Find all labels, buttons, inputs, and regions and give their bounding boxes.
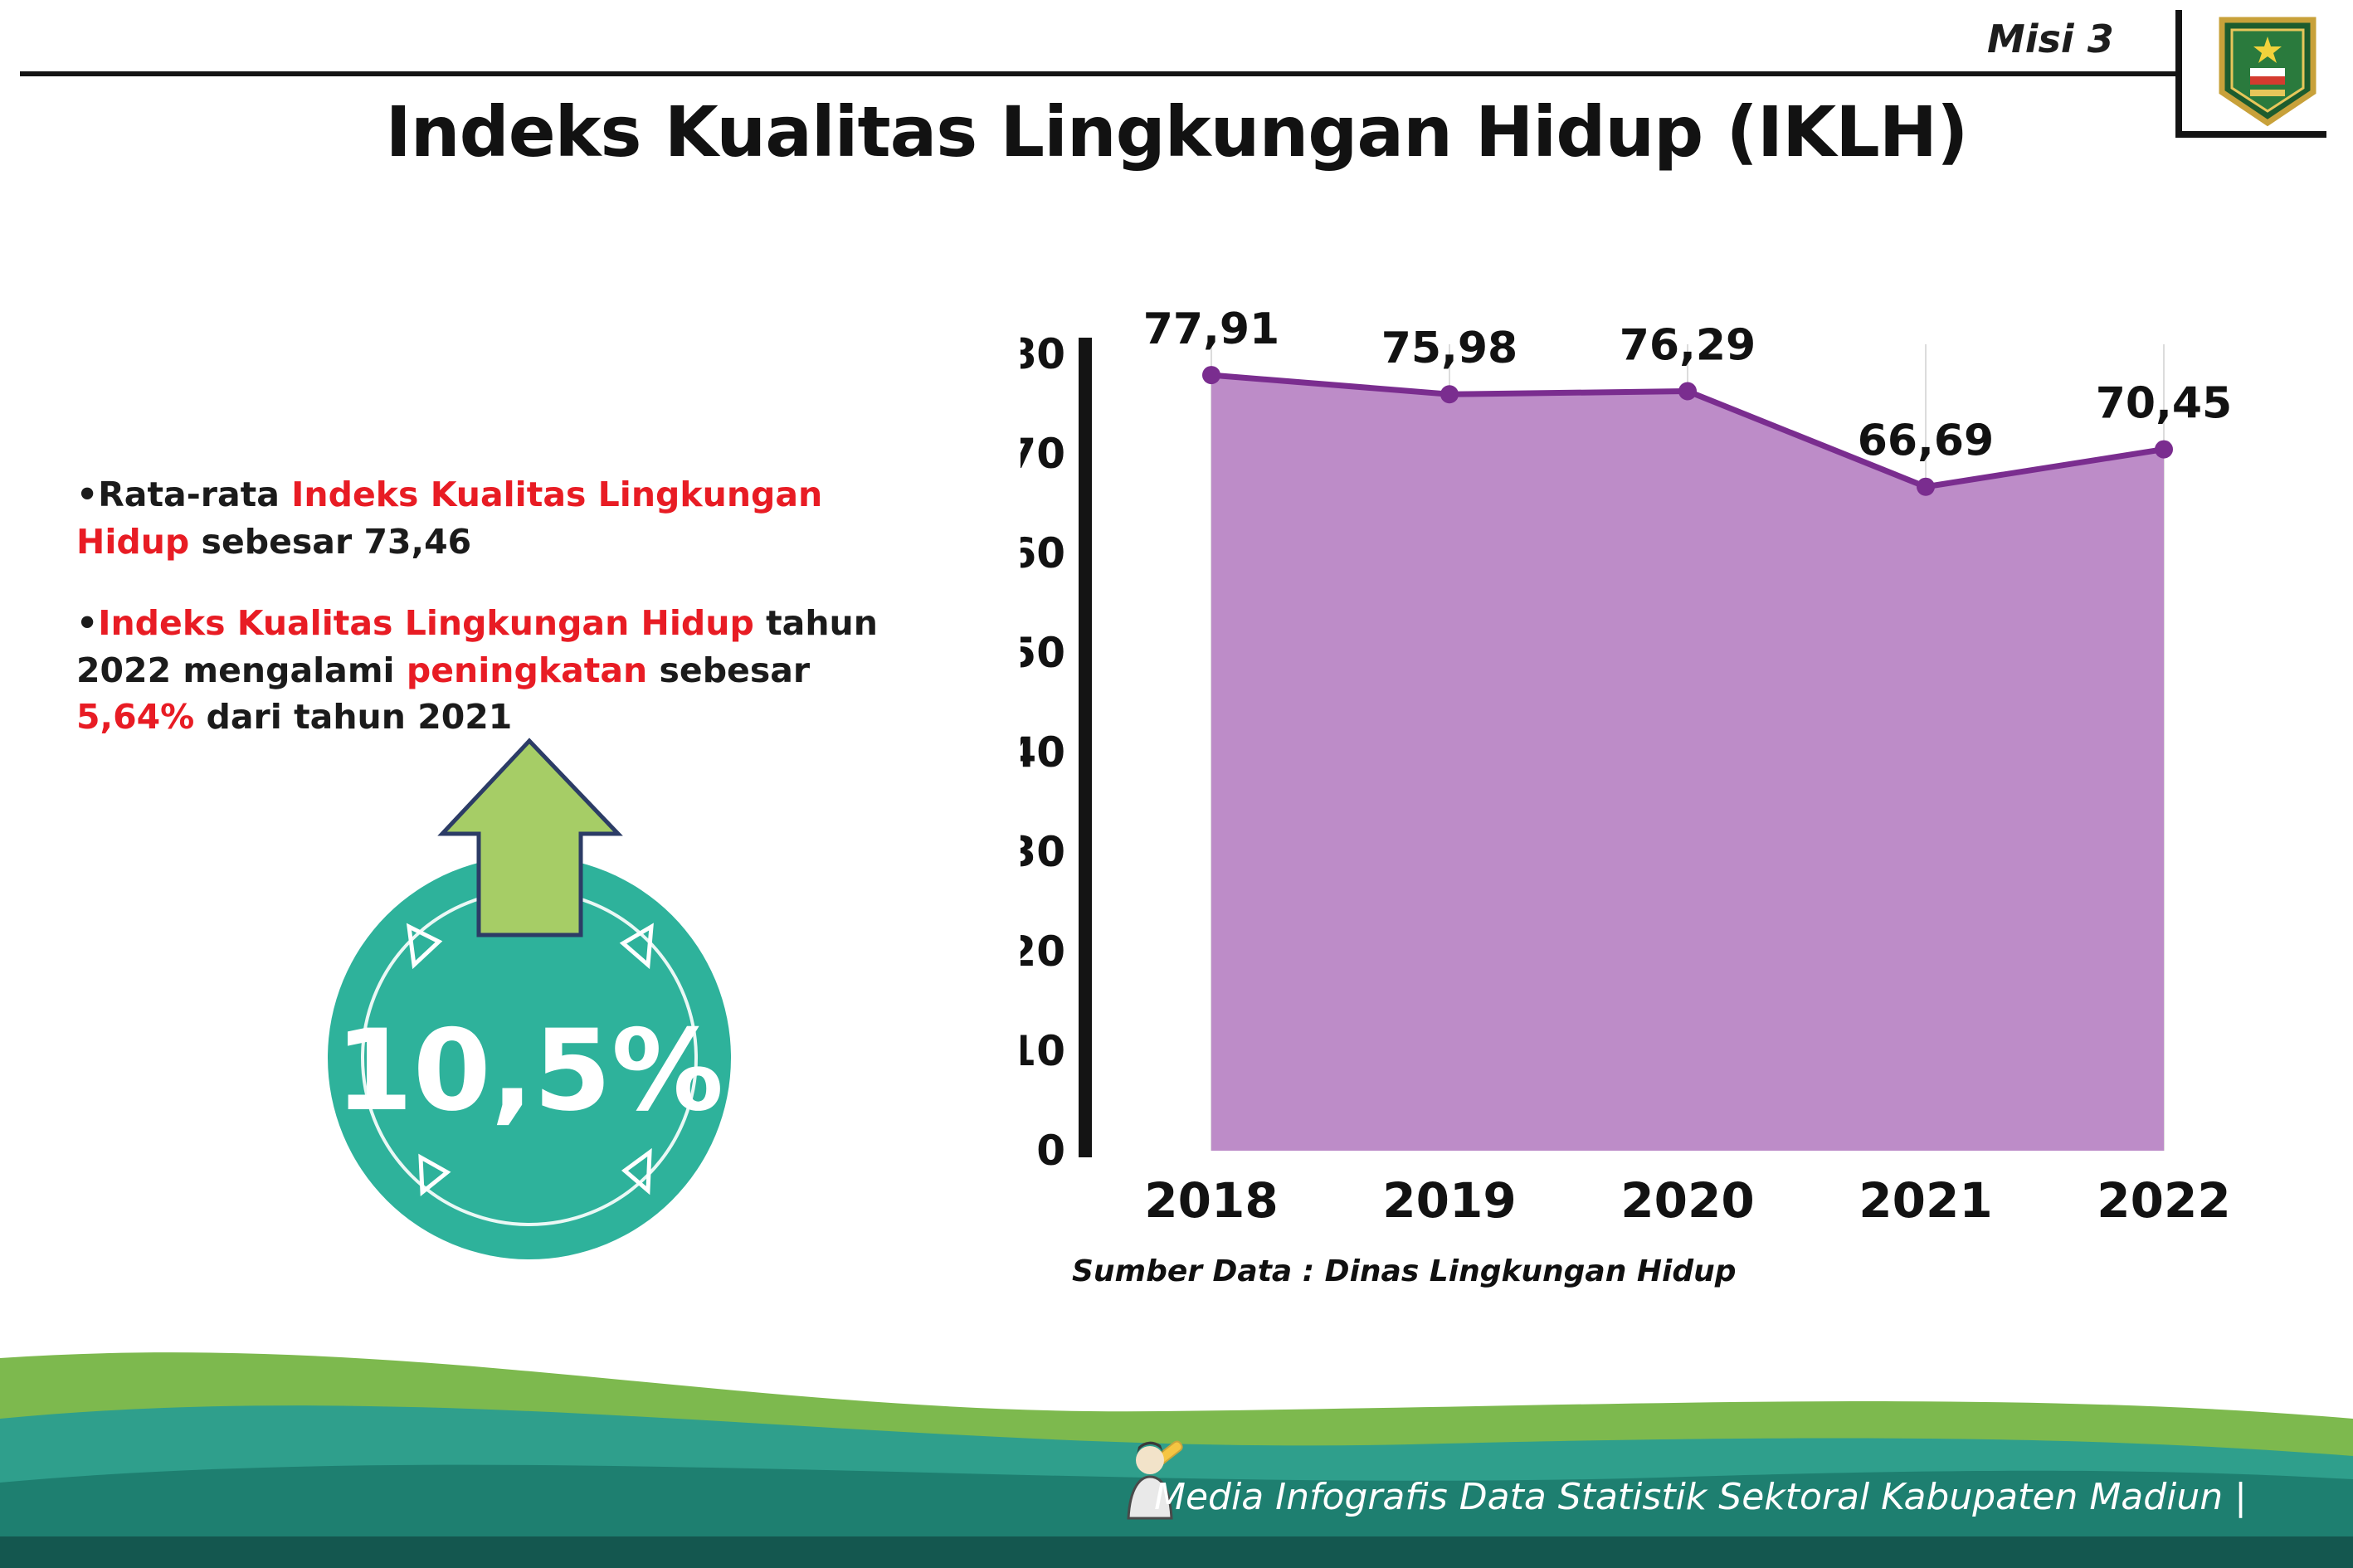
footer-credit: Media Infografis Data Statistik Sektoral… (1154, 1476, 2247, 1518)
kabupaten-madiun-logo (2219, 17, 2316, 127)
header-rule (20, 71, 2175, 76)
footer-waves (0, 1352, 2353, 1568)
bullet-increase-2022: •Indeks Kualitas Lingkungan Hidup tahun … (76, 600, 914, 741)
value-label: 70,45 (2096, 379, 2232, 429)
data-point (1202, 366, 1220, 385)
x-axis-label: 2020 (1620, 1172, 1754, 1229)
bullet1-segment: Rata-rata (98, 475, 292, 514)
y-tick-label: 10 (1021, 1027, 1065, 1075)
bullet2-highlight: peningkatan (406, 650, 648, 690)
bullet1-highlight: Indeks Kualitas Lingkungan Hidup (76, 475, 823, 562)
bullet2-segment: dari tahun 2021 (194, 697, 513, 738)
summary-bullets: •Rata-rata Indeks Kualitas Lingkungan Hi… (76, 471, 914, 776)
bullet-dot: • (76, 603, 99, 644)
bullet2-segment: tahun 2022 mengalami (76, 603, 878, 690)
bullet-average-iklh: •Rata-rata Indeks Kualitas Lingkungan Hi… (76, 471, 914, 565)
misi-label: Misi 3 (1987, 17, 2114, 61)
chart-source-label: Sumber Data : Dinas Lingkungan Hidup (1072, 1254, 1737, 1288)
iklh-chart: 77,91 75,98 76,29 66,69 70,45 0 10 20 30 40 50 60 70… (1021, 304, 2232, 1229)
data-point (1440, 385, 1459, 404)
value-label: 76,29 (1620, 321, 1756, 371)
bullet2-segment: sebesar (647, 650, 811, 690)
up-arrow-icon (437, 738, 623, 937)
y-tick-label: 80 (1021, 330, 1065, 378)
data-point (1678, 382, 1697, 401)
area-fill (1211, 375, 2164, 1151)
value-label: 66,69 (1858, 416, 1994, 466)
y-tick-label: 20 (1021, 928, 1065, 976)
growth-badge: 10,5% (328, 738, 731, 1259)
x-axis-label: 2022 (2097, 1172, 2230, 1229)
writer-mascot-icon (1127, 1440, 1183, 1520)
page-title: Indeks Kualitas Lingkungan Hidup (IKLH) (385, 91, 1969, 173)
y-tick-label: 70 (1021, 430, 1065, 478)
badge-tick-icon (621, 1147, 652, 1195)
logo-frame (2175, 10, 2326, 138)
y-tick-label: 0 (1036, 1127, 1065, 1175)
data-point (1917, 477, 1935, 496)
data-point (2155, 440, 2173, 459)
badge-value: 10,5% (335, 1006, 723, 1136)
badge-tick-icon (418, 1153, 451, 1197)
value-label: 75,98 (1381, 324, 1518, 373)
badge-tick-icon (406, 923, 443, 970)
bullet1-segment: sebesar 73,46 (189, 521, 472, 562)
badge-circle (328, 856, 731, 1259)
badge-tick-icon (619, 923, 654, 970)
footer-strip (0, 1536, 2353, 1568)
y-axis-bar (1079, 338, 1092, 1157)
bullet2-highlight: Indeks Kualitas Lingkungan Hidup (98, 603, 754, 644)
y-tick-label: 40 (1021, 728, 1065, 777)
value-label: 77,91 (1143, 304, 1279, 354)
x-axis-label: 2021 (1859, 1172, 1992, 1229)
bullet2-highlight: 5,64% (76, 697, 195, 738)
x-axis-label: 2018 (1144, 1172, 1278, 1229)
bullet-dot: • (76, 475, 99, 514)
y-tick-label: 60 (1021, 529, 1065, 577)
x-axis-label: 2019 (1382, 1172, 1516, 1229)
y-tick-label: 50 (1021, 629, 1065, 677)
y-tick-label: 30 (1021, 828, 1065, 876)
